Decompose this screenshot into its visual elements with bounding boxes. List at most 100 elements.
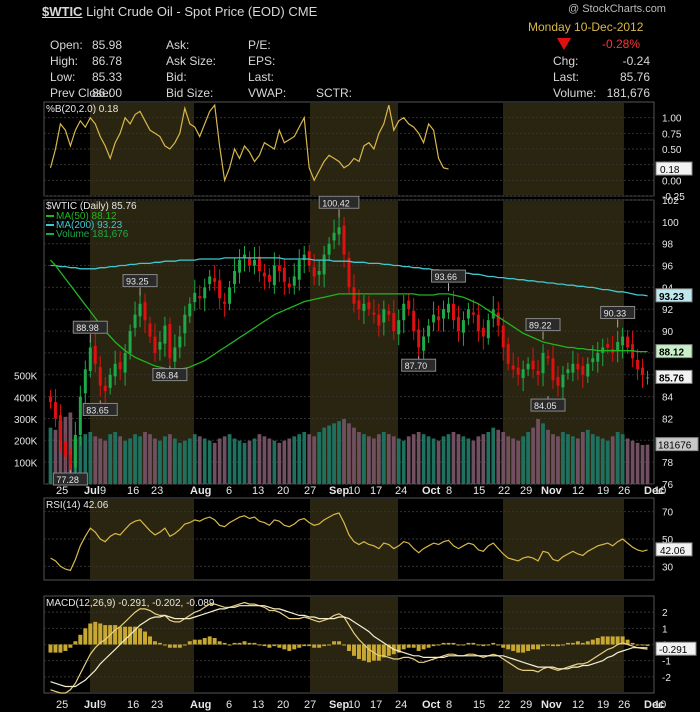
volume-bar bbox=[93, 436, 98, 484]
x-tick-label: Nov bbox=[541, 485, 563, 497]
volume-bar bbox=[615, 432, 620, 484]
macd-histogram-bar bbox=[48, 644, 53, 653]
x-tick-label: 19 bbox=[597, 699, 609, 711]
x-tick-label: Aug bbox=[190, 699, 211, 711]
candle-body bbox=[561, 374, 565, 388]
volume-tick-label: 300K bbox=[14, 415, 38, 426]
volume-bar bbox=[113, 432, 118, 484]
y-tick-label: 102 bbox=[662, 196, 679, 207]
x-tick-label: Jul bbox=[84, 485, 100, 497]
candle-body bbox=[541, 352, 545, 374]
candle-body bbox=[63, 441, 67, 457]
x-tick-label: 27 bbox=[304, 485, 316, 497]
volume-tick-label: 500K bbox=[14, 372, 38, 383]
last-value-box bbox=[655, 369, 693, 384]
macd-histogram-bar bbox=[207, 636, 212, 645]
candle-body bbox=[442, 309, 446, 319]
volume-bar bbox=[98, 438, 103, 484]
volume-bar bbox=[207, 440, 212, 484]
x-tick-label: 9 bbox=[100, 699, 106, 711]
x-tick-label: 24 bbox=[395, 699, 407, 711]
quote-label: Bid: bbox=[166, 70, 187, 84]
quote-label: P/E: bbox=[248, 38, 271, 52]
legend-entry: Volume 181,676 bbox=[56, 229, 129, 240]
y-tick-label: 96 bbox=[662, 262, 674, 273]
macd-histogram-bar bbox=[337, 641, 342, 645]
macd-histogram-bar bbox=[192, 639, 197, 645]
macd-histogram-bar bbox=[187, 641, 192, 645]
macd-histogram-bar bbox=[511, 644, 516, 651]
y-tick-label: 84 bbox=[662, 393, 674, 404]
volume-bar bbox=[192, 434, 197, 484]
candle-body bbox=[581, 366, 585, 375]
quote-value: 85.76 bbox=[619, 70, 650, 84]
candle-body bbox=[456, 316, 460, 332]
annotation-box bbox=[122, 274, 158, 288]
x-tick-label: 23 bbox=[151, 485, 163, 497]
volume-bar bbox=[108, 434, 113, 484]
y-tick-label: 30 bbox=[662, 562, 674, 573]
volume-bar bbox=[401, 440, 406, 484]
quote-value: 85.98 bbox=[92, 38, 123, 52]
y-tick-label: 82 bbox=[662, 414, 674, 425]
x-tick-label: 10 bbox=[348, 485, 360, 497]
volume-bar bbox=[451, 432, 456, 484]
x-tick-label: 16 bbox=[127, 699, 139, 711]
candle-body bbox=[466, 309, 470, 319]
watermark: @ StockCharts.com bbox=[568, 3, 666, 15]
candle-body bbox=[526, 363, 530, 370]
candle-body bbox=[88, 347, 92, 371]
candle-body bbox=[496, 312, 500, 326]
quote-value: -0.24 bbox=[622, 54, 650, 68]
volume-bar bbox=[247, 440, 252, 484]
macd-histogram-bar bbox=[162, 644, 167, 646]
candle-body bbox=[397, 320, 401, 335]
macd-histogram-bar bbox=[580, 642, 585, 645]
candle-body bbox=[302, 254, 306, 261]
annotation-box bbox=[431, 269, 467, 283]
volume-bar bbox=[78, 436, 83, 484]
x-tick-label: Jul bbox=[84, 699, 100, 711]
annotation-box bbox=[52, 472, 88, 486]
month-band bbox=[90, 201, 194, 483]
candle-body bbox=[243, 254, 247, 259]
candle-body bbox=[536, 370, 540, 375]
month-band bbox=[503, 103, 624, 195]
candle-body bbox=[641, 367, 645, 375]
last-value-label: 88.12 bbox=[659, 348, 684, 359]
candle-body bbox=[596, 352, 600, 362]
volume-bar bbox=[153, 438, 157, 484]
volume-bar bbox=[501, 432, 506, 484]
macd-histogram-bar bbox=[386, 644, 391, 656]
y-tick-label: 90 bbox=[662, 327, 674, 338]
candle-body bbox=[481, 327, 485, 337]
annotation-box bbox=[401, 358, 437, 372]
volume-bar bbox=[297, 434, 302, 484]
price-annotation: 84.05 bbox=[534, 401, 557, 411]
quote-label: Volume: bbox=[553, 86, 597, 100]
y-tick-label: 0.00 bbox=[662, 176, 682, 187]
macd-histogram-bar bbox=[501, 644, 506, 648]
y-tick-label: 50 bbox=[662, 535, 674, 546]
macd-histogram-bar bbox=[476, 644, 481, 646]
macd-histogram-bar bbox=[257, 644, 262, 646]
x-tick-label: 20 bbox=[277, 485, 289, 497]
volume-bar bbox=[640, 445, 645, 484]
macd-histogram-bar bbox=[550, 644, 555, 647]
volume-bar bbox=[163, 436, 167, 484]
volume-bar bbox=[327, 425, 331, 484]
y-tick-label: 0.75 bbox=[662, 129, 682, 140]
y-tick-label: 76 bbox=[662, 480, 674, 491]
volume-bar bbox=[406, 436, 411, 484]
candle-body bbox=[98, 367, 102, 386]
quote-label: EPS: bbox=[248, 54, 276, 68]
x-tick-label: 20 bbox=[277, 699, 289, 711]
x-tick-label: Dec bbox=[644, 485, 664, 497]
volume-bar bbox=[461, 436, 466, 484]
macd-histogram-bar bbox=[133, 626, 138, 645]
candle-body bbox=[188, 303, 192, 317]
candle-body bbox=[646, 377, 650, 379]
macd-histogram-bar bbox=[560, 644, 565, 646]
candle-body bbox=[93, 345, 97, 364]
macd-histogram-bar bbox=[575, 641, 580, 645]
